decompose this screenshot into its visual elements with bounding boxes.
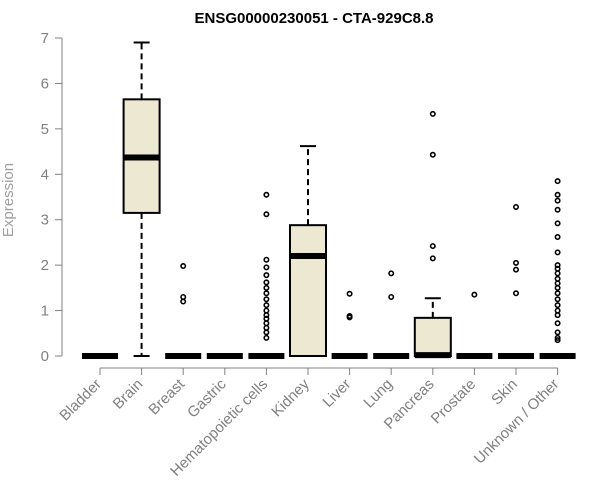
outlier-point xyxy=(554,334,561,341)
box-pancreas xyxy=(413,110,452,359)
box-liver xyxy=(331,290,368,359)
box-lung xyxy=(373,270,410,359)
outlier-point xyxy=(554,284,561,291)
outlier-point xyxy=(263,302,270,309)
box-prostate xyxy=(456,291,493,359)
outlier-point xyxy=(180,293,187,300)
y-axis: 0 1 2 3 4 5 6 7 xyxy=(41,30,63,365)
outlier-point xyxy=(263,290,270,297)
outlier-point xyxy=(554,249,561,256)
y-axis-title: Expression xyxy=(0,163,17,237)
outlier-point xyxy=(554,296,561,303)
box-series xyxy=(82,41,576,359)
box-hematopoietic-cells xyxy=(248,191,285,359)
outlier-point xyxy=(429,243,436,250)
y-tick-label: 0 xyxy=(41,348,49,365)
chart-title: ENSG00000230051 - CTA-929C8.8 xyxy=(194,10,433,27)
x-tick-label: Skin xyxy=(488,376,521,409)
outlier-point xyxy=(554,270,561,277)
y-tick-label: 4 xyxy=(41,166,49,183)
outlier-point xyxy=(180,298,187,305)
outlier-point xyxy=(554,312,561,319)
box-brain xyxy=(122,41,161,357)
outlier-point xyxy=(554,302,561,309)
y-tick-label: 7 xyxy=(41,30,49,47)
outlier-point xyxy=(263,315,270,322)
outlier-point xyxy=(554,290,561,297)
outlier-point xyxy=(554,320,561,327)
outlier-point xyxy=(263,272,270,279)
outlier-point xyxy=(554,280,561,287)
x-tick-label: Lung xyxy=(360,376,396,412)
iqr-box xyxy=(413,316,452,357)
box-breast xyxy=(165,263,202,359)
outlier-point xyxy=(263,256,270,263)
outlier-point xyxy=(388,270,395,277)
outlier-point xyxy=(263,191,270,198)
outlier-point xyxy=(263,329,270,336)
x-tick-label: Bladder xyxy=(56,376,105,425)
outlier-point xyxy=(429,151,436,158)
outlier-point xyxy=(263,211,270,218)
outlier-point xyxy=(180,263,187,270)
outlier-point xyxy=(554,206,561,213)
outlier-point xyxy=(554,307,561,314)
outlier-point xyxy=(554,233,561,240)
outlier-point xyxy=(263,279,270,286)
outlier-point xyxy=(263,284,270,291)
outlier-point xyxy=(346,290,353,297)
box-unknown-other xyxy=(539,178,576,359)
box-skin xyxy=(498,203,534,359)
outlier-point xyxy=(346,314,353,321)
box-kidney xyxy=(289,145,327,357)
outlier-point xyxy=(554,265,561,272)
y-tick-label: 1 xyxy=(41,303,49,320)
iqr-box xyxy=(289,224,327,357)
outlier-point xyxy=(554,337,561,344)
outlier-point xyxy=(554,220,561,227)
y-tick-label: 6 xyxy=(41,75,49,92)
outlier-point xyxy=(263,296,270,303)
outlier-point xyxy=(263,264,270,271)
outlier-point xyxy=(554,275,561,282)
outlier-point xyxy=(388,293,395,300)
outlier-point xyxy=(512,266,519,273)
outlier-point xyxy=(554,178,561,185)
outlier-point xyxy=(429,255,436,262)
outlier-point xyxy=(263,320,270,327)
outlier-point xyxy=(263,334,270,341)
outlier-point xyxy=(512,203,519,210)
y-tick-label: 2 xyxy=(41,257,49,274)
x-tick-label: Liver xyxy=(319,376,354,411)
outlier-point xyxy=(554,329,561,336)
x-tick-label: Kidney xyxy=(268,375,313,420)
x-tick-label: Brain xyxy=(110,376,147,413)
x-tick-label: Prostate xyxy=(428,376,480,428)
outlier-point xyxy=(263,324,270,331)
outlier-point xyxy=(554,191,561,198)
y-tick-label: 5 xyxy=(41,121,49,138)
y-tick-label: 3 xyxy=(41,212,49,229)
outlier-point xyxy=(429,110,436,117)
x-tick-label: Breast xyxy=(145,375,188,418)
outlier-point xyxy=(554,197,561,204)
outlier-point xyxy=(263,307,270,314)
outlier-point xyxy=(512,259,519,266)
outlier-point xyxy=(512,290,519,297)
outlier-point xyxy=(471,291,478,298)
